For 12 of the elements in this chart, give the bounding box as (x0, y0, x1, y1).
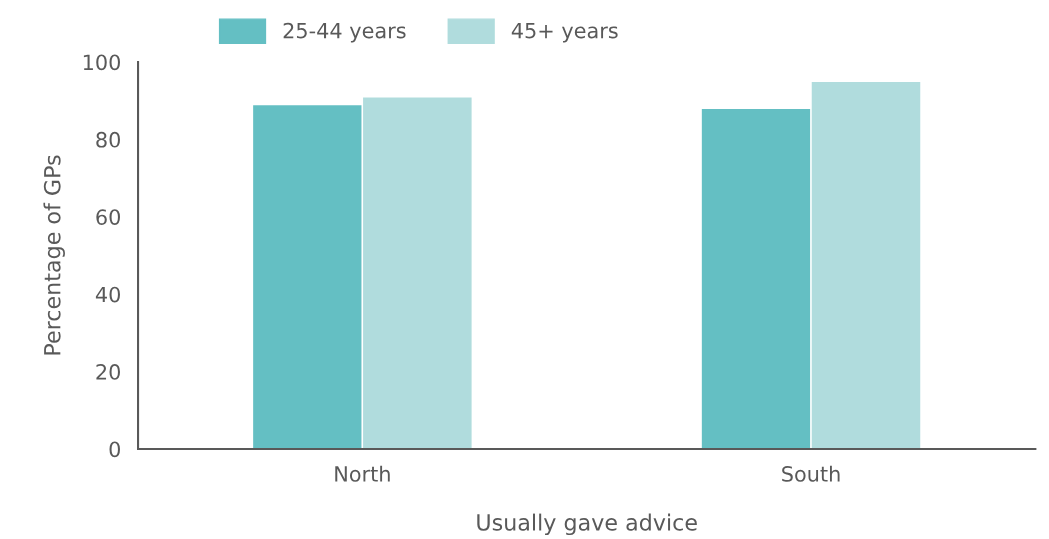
y-axis-title: Percentage of GPs (43, 155, 65, 355)
y-tick-label: 0 (109, 441, 120, 458)
y-tick-label: 60 (96, 209, 120, 225)
y-tick-label: 80 (96, 131, 120, 148)
y-tick-label: 100 (83, 54, 120, 71)
y-tick-label: 40 (95, 286, 120, 303)
x-tick-label: North (335, 465, 390, 482)
x-axis-title: Usually gave advice (477, 513, 697, 536)
y-tick-label: 20 (96, 364, 120, 380)
legend-label: 45+ years (511, 22, 618, 43)
x-tick-label: South (782, 465, 840, 482)
legend-label: 25-44 years (283, 22, 406, 43)
